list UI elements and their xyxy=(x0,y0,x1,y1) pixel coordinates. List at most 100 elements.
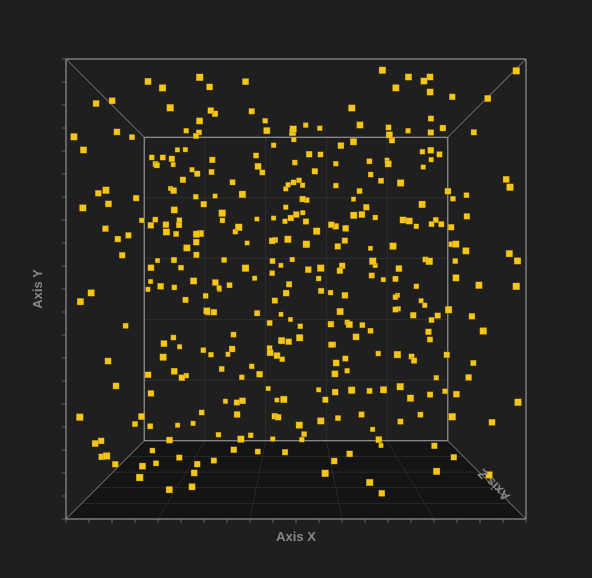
scatter-point xyxy=(148,265,154,271)
scatter-point xyxy=(312,168,318,174)
scatter-point xyxy=(209,157,215,163)
scatter-point xyxy=(280,357,285,362)
scatter-point xyxy=(331,458,337,464)
scatter-point xyxy=(427,392,433,398)
scatter-point xyxy=(453,258,458,263)
scatter-point xyxy=(171,162,176,167)
scatter-point xyxy=(183,147,188,152)
scatter-point xyxy=(149,155,154,160)
scatter-point xyxy=(411,358,417,364)
scatter-point xyxy=(260,170,265,175)
scatter-point xyxy=(193,231,200,238)
scatter-point xyxy=(166,486,173,493)
scatter3d-svg: Axis XAxis YAxis Z xyxy=(0,0,592,578)
scatter-point xyxy=(346,321,353,328)
scatter-point xyxy=(370,427,375,432)
scatter-point xyxy=(406,128,411,133)
scatter-point xyxy=(396,265,402,271)
axis-y-label: Axis Y xyxy=(30,269,45,309)
scatter-point xyxy=(420,149,425,154)
scatter-point xyxy=(469,313,475,319)
scatter-point xyxy=(328,321,334,327)
scatter-point xyxy=(226,352,231,357)
scatter-point xyxy=(291,137,296,142)
scatter-point xyxy=(513,283,520,290)
scatter-point xyxy=(126,232,132,238)
scatter-point xyxy=(291,180,296,185)
scatter-point xyxy=(335,243,341,249)
scatter-point xyxy=(507,184,514,191)
scatter-point xyxy=(146,287,151,292)
scatter-point xyxy=(342,238,348,244)
scatter-point xyxy=(429,157,434,162)
scatter-point xyxy=(238,436,245,443)
scatter-point xyxy=(270,437,275,442)
scatter-point xyxy=(452,241,459,248)
scatter-point xyxy=(136,474,143,481)
scatter-point xyxy=(463,247,470,254)
scatter-point xyxy=(303,123,308,128)
scatter-point xyxy=(427,89,434,96)
scatter-point xyxy=(153,217,158,222)
scatter-point xyxy=(102,226,108,232)
scatter-point xyxy=(300,196,306,202)
scatter-point xyxy=(178,265,183,270)
scatter-point xyxy=(397,383,404,390)
scatter-point xyxy=(245,241,250,246)
scatter-point xyxy=(449,94,455,100)
scatter-point xyxy=(190,167,195,172)
scatter-point xyxy=(227,282,232,287)
scatter-point xyxy=(115,236,121,242)
scatter-point xyxy=(271,216,276,221)
scatter-point xyxy=(418,412,423,417)
scatter-point xyxy=(367,388,373,394)
scatter-point xyxy=(189,484,196,491)
scatter-point xyxy=(332,389,338,395)
scatter-point xyxy=(155,258,160,263)
scatter-point xyxy=(284,236,291,243)
scatter-point xyxy=(252,276,257,281)
scatter-point xyxy=(421,78,428,85)
scatter-point xyxy=(105,201,111,207)
scatter-point xyxy=(328,290,333,295)
scatter-point xyxy=(453,391,459,397)
scatter-point xyxy=(177,344,182,349)
scatter-point xyxy=(216,432,221,437)
scatter-point xyxy=(270,258,275,263)
scatter-point xyxy=(160,155,165,160)
scatter-point xyxy=(514,258,521,265)
scatter-point xyxy=(199,410,204,415)
scatter-point xyxy=(92,440,98,446)
scatter-point xyxy=(489,419,495,425)
scatter-point xyxy=(267,320,272,325)
scatter-point xyxy=(357,122,364,129)
scatter-point xyxy=(77,298,84,305)
scatter-point xyxy=(286,182,291,187)
scatter-point xyxy=(335,415,340,420)
scatter-point xyxy=(249,364,254,369)
scatter-point xyxy=(440,125,446,131)
scatter-point xyxy=(480,328,487,335)
scatter-point xyxy=(129,134,134,139)
scatter-point xyxy=(76,414,83,421)
scatter-point xyxy=(239,375,244,380)
scatter-point xyxy=(123,323,128,328)
scatter-point xyxy=(428,116,434,122)
scatter-point xyxy=(503,176,509,182)
scatter-point xyxy=(176,455,182,461)
scatter-point xyxy=(433,468,440,475)
scatter-point xyxy=(193,194,198,199)
scatter-point xyxy=(428,147,434,153)
scatter-point xyxy=(414,224,419,229)
scatter-point xyxy=(231,447,237,453)
scatter-point xyxy=(234,400,240,406)
scatter-point xyxy=(300,183,305,188)
scatter-point xyxy=(229,346,235,352)
scatter-point xyxy=(317,265,324,272)
scatter-point xyxy=(208,107,214,113)
scatter-point xyxy=(369,258,376,265)
scatter-point xyxy=(350,138,357,145)
scatter-point xyxy=(393,294,398,299)
scatter-point xyxy=(235,224,242,231)
scatter-point xyxy=(80,147,86,153)
